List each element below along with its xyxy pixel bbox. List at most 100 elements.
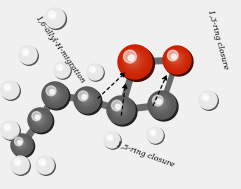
Circle shape — [46, 9, 67, 29]
Circle shape — [123, 50, 146, 73]
Circle shape — [22, 49, 29, 56]
Circle shape — [14, 159, 21, 166]
Circle shape — [7, 87, 11, 91]
Circle shape — [74, 87, 100, 113]
Circle shape — [2, 82, 20, 100]
Circle shape — [51, 14, 56, 19]
Circle shape — [118, 45, 152, 79]
Circle shape — [12, 135, 32, 155]
Circle shape — [148, 128, 162, 142]
Circle shape — [35, 115, 40, 119]
Circle shape — [24, 51, 30, 57]
Circle shape — [201, 93, 214, 106]
Circle shape — [20, 47, 38, 65]
Circle shape — [44, 84, 65, 105]
Circle shape — [90, 67, 99, 76]
Circle shape — [120, 47, 154, 81]
Circle shape — [80, 93, 92, 105]
Circle shape — [92, 69, 96, 73]
Circle shape — [7, 86, 10, 89]
Circle shape — [54, 62, 70, 78]
Circle shape — [204, 96, 210, 102]
Circle shape — [13, 158, 26, 171]
Circle shape — [46, 85, 63, 103]
Circle shape — [40, 160, 48, 168]
Circle shape — [11, 134, 33, 156]
Circle shape — [169, 52, 182, 65]
Circle shape — [48, 88, 60, 100]
Circle shape — [203, 95, 212, 103]
Circle shape — [163, 46, 191, 74]
Circle shape — [148, 91, 176, 119]
Circle shape — [147, 127, 163, 143]
Circle shape — [2, 122, 20, 140]
Circle shape — [90, 66, 96, 72]
Circle shape — [148, 91, 176, 119]
Circle shape — [112, 100, 122, 111]
Circle shape — [50, 13, 58, 20]
Circle shape — [54, 62, 70, 78]
Circle shape — [148, 128, 161, 141]
Circle shape — [88, 65, 101, 78]
Circle shape — [205, 97, 209, 101]
Circle shape — [5, 85, 13, 93]
Circle shape — [126, 52, 142, 68]
Circle shape — [43, 83, 70, 110]
Circle shape — [163, 46, 191, 74]
Circle shape — [152, 132, 156, 136]
Circle shape — [25, 51, 27, 54]
Circle shape — [11, 134, 33, 156]
Circle shape — [156, 98, 166, 108]
Circle shape — [49, 12, 60, 23]
Circle shape — [46, 86, 56, 96]
Circle shape — [50, 12, 59, 22]
Circle shape — [28, 108, 52, 132]
Circle shape — [150, 130, 159, 139]
Circle shape — [58, 66, 65, 73]
Circle shape — [78, 90, 95, 108]
Circle shape — [3, 83, 16, 96]
Circle shape — [105, 133, 121, 149]
Text: 1,5-ring closure: 1,5-ring closure — [115, 141, 175, 169]
Circle shape — [15, 160, 24, 168]
Circle shape — [14, 137, 29, 152]
Circle shape — [107, 134, 113, 140]
Circle shape — [58, 66, 64, 72]
Circle shape — [23, 50, 32, 58]
Circle shape — [11, 156, 29, 174]
Circle shape — [1, 81, 19, 99]
Circle shape — [4, 124, 15, 135]
Circle shape — [7, 126, 10, 129]
Circle shape — [4, 124, 11, 131]
Circle shape — [47, 10, 63, 26]
Circle shape — [157, 100, 164, 107]
Circle shape — [41, 161, 45, 164]
Circle shape — [39, 159, 46, 166]
Circle shape — [12, 135, 34, 158]
Circle shape — [199, 91, 217, 109]
Circle shape — [14, 137, 23, 146]
Circle shape — [88, 65, 104, 81]
Circle shape — [151, 130, 158, 138]
Circle shape — [107, 135, 116, 144]
Circle shape — [149, 129, 160, 140]
Circle shape — [21, 48, 34, 61]
Circle shape — [45, 8, 65, 28]
Circle shape — [57, 64, 63, 70]
Circle shape — [106, 133, 118, 146]
Circle shape — [36, 156, 54, 174]
Circle shape — [12, 157, 30, 175]
Circle shape — [115, 104, 120, 109]
Circle shape — [109, 137, 113, 141]
Circle shape — [48, 11, 56, 19]
Circle shape — [3, 83, 17, 97]
Circle shape — [104, 132, 120, 148]
Circle shape — [151, 131, 157, 137]
Circle shape — [48, 11, 61, 24]
Circle shape — [108, 97, 137, 126]
Circle shape — [89, 66, 100, 77]
Circle shape — [55, 63, 69, 77]
Circle shape — [20, 47, 36, 63]
Circle shape — [150, 129, 156, 136]
Circle shape — [172, 55, 179, 62]
